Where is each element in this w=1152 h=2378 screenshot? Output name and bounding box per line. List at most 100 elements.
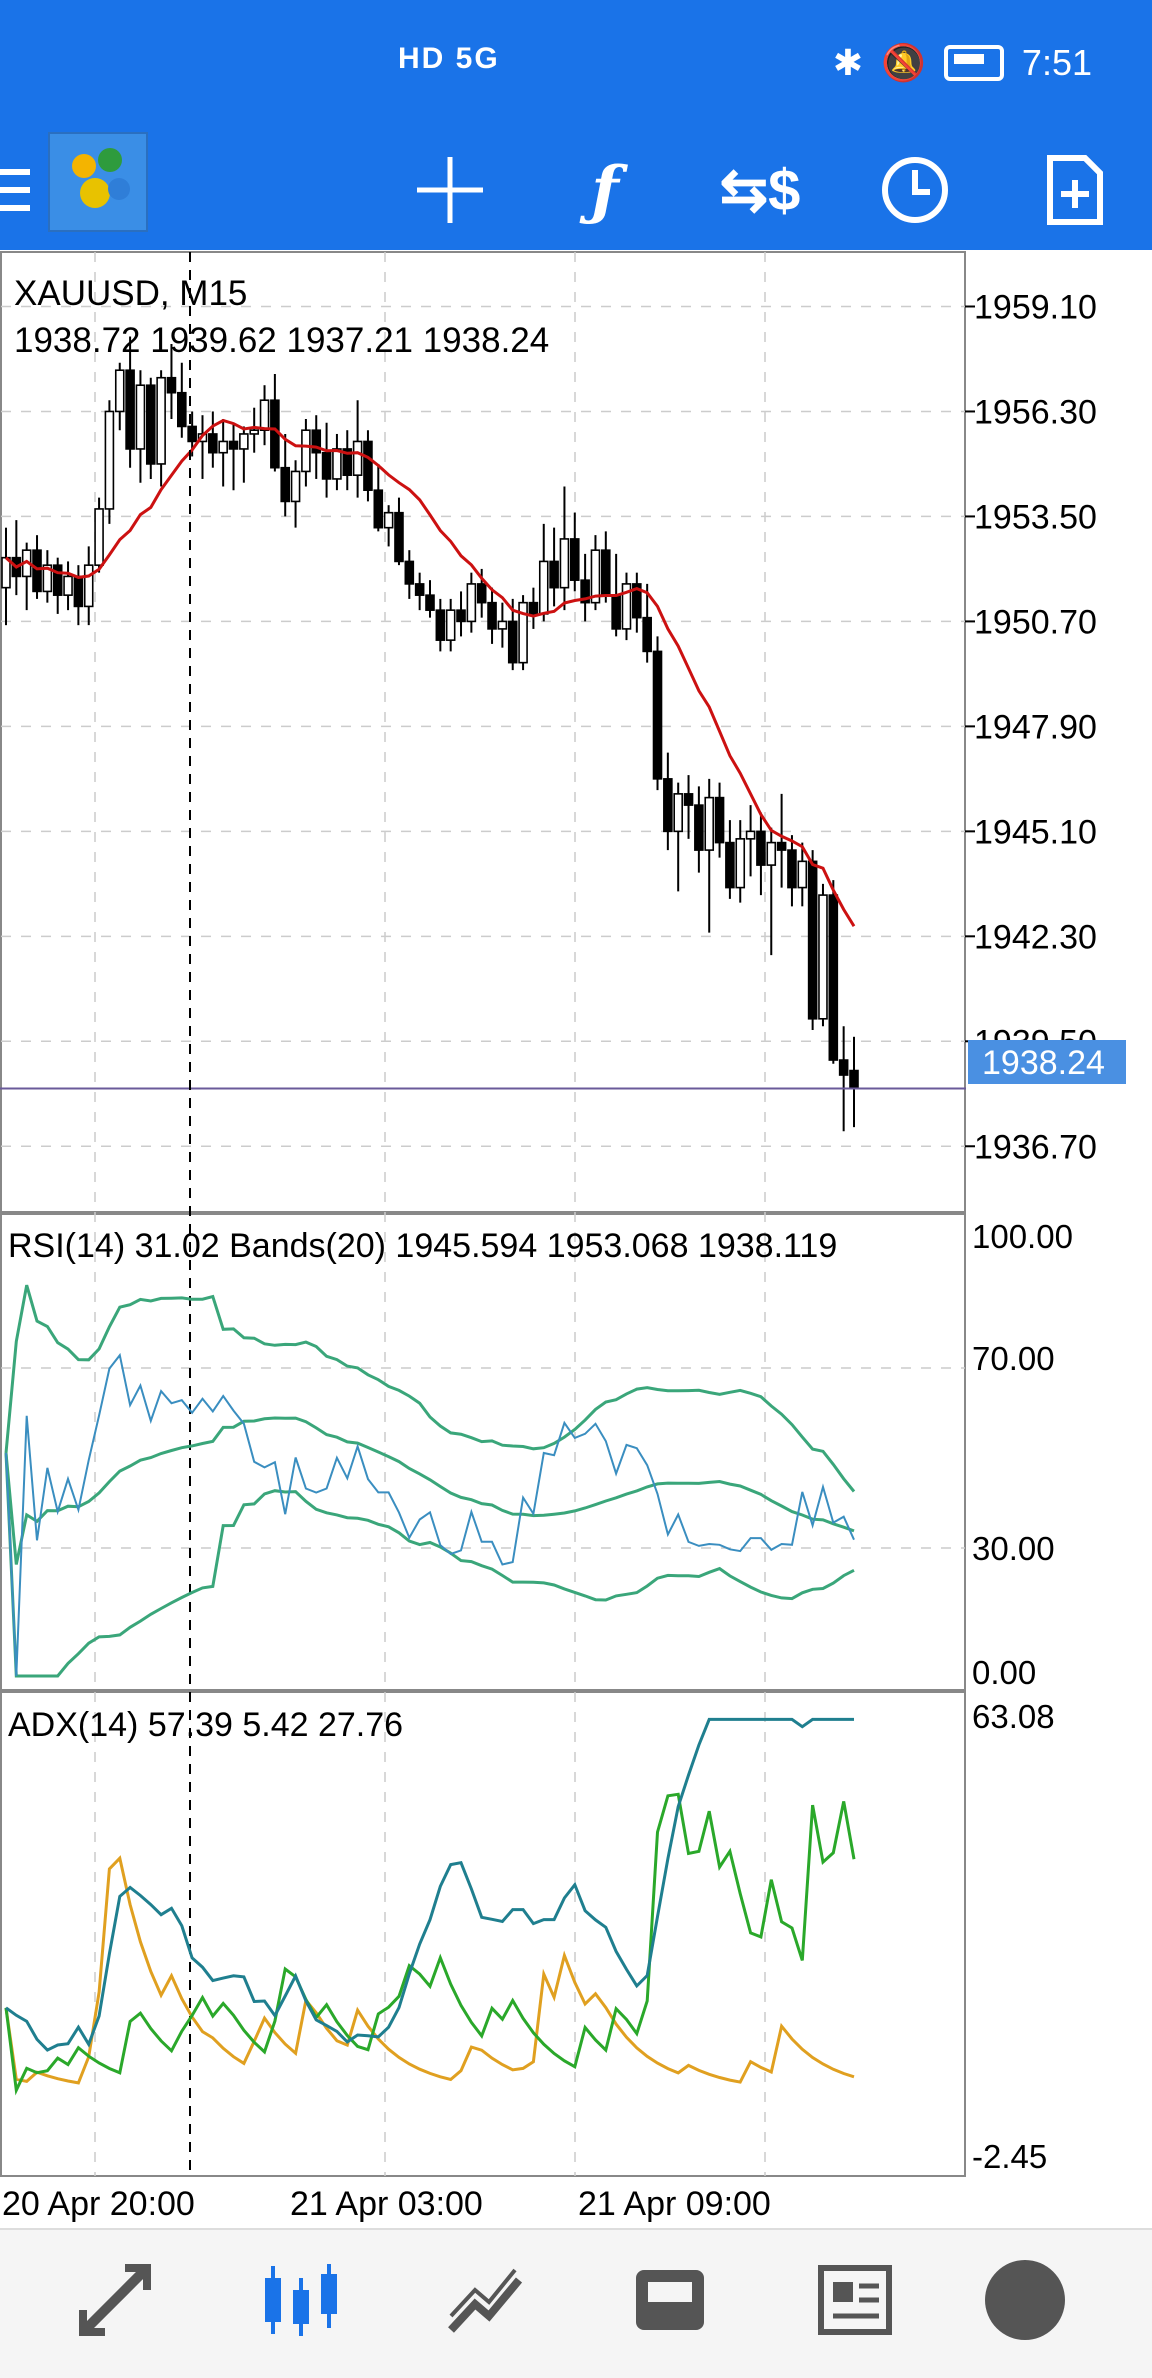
candle-body — [352, 440, 363, 476]
menu-icon[interactable] — [0, 130, 40, 250]
candle-body — [518, 601, 528, 664]
time-label-3: 21 Apr 09:00 — [578, 2185, 771, 2223]
trade-nav-icon[interactable] — [435, 2250, 535, 2350]
battery-icon — [943, 45, 1004, 81]
price-axis-label: 1936.70 — [974, 1128, 1097, 1166]
candle-body — [776, 841, 787, 851]
candles — [1, 336, 859, 1132]
price-axis-label: 1959.10 — [974, 288, 1097, 326]
candle-body — [849, 1069, 859, 1090]
new-order-icon[interactable] — [1025, 130, 1125, 250]
rsi-level-70: 70.00 — [972, 1340, 1055, 1377]
bottom-navigation — [0, 2228, 1152, 2378]
candle-body — [725, 841, 735, 889]
candle-body — [580, 579, 590, 604]
candle-body — [259, 399, 270, 432]
settings-nav-icon[interactable] — [975, 2250, 1075, 2350]
price-panel — [0, 251, 966, 1213]
candle-body — [363, 440, 373, 491]
candle-body — [404, 560, 415, 585]
status-bar: HD 5G ✱ 🔕 7:51 — [0, 0, 1152, 130]
candle-body — [83, 564, 94, 608]
candle-body — [290, 470, 301, 503]
candle-body — [177, 391, 187, 428]
candle-body — [652, 650, 663, 780]
candle-body — [538, 560, 549, 615]
timeframe-icon[interactable] — [865, 130, 965, 250]
candle-body — [694, 804, 704, 851]
top-toolbar: ƒ ⇆$ — [0, 130, 1152, 250]
price-axis-label: 1950.70 — [974, 603, 1097, 641]
crosshair-icon[interactable] — [400, 130, 500, 250]
candle-body — [94, 508, 104, 566]
candle-body — [818, 894, 828, 1020]
candle-body — [828, 894, 839, 1061]
quotes-nav-icon[interactable] — [65, 2250, 165, 2350]
rsi-band-middle — [4, 1416, 855, 1565]
candle-body — [735, 838, 746, 889]
candle-body — [414, 583, 425, 596]
candle-body — [756, 830, 766, 866]
network-indicator: HD 5G — [398, 42, 500, 75]
grid-lines — [1, 252, 965, 2176]
adx-panel — [0, 1691, 966, 2177]
candle-body — [156, 376, 166, 465]
candle-body — [114, 369, 125, 413]
history-nav-icon[interactable] — [620, 2250, 720, 2350]
candle-body — [218, 440, 228, 454]
price-tag — [968, 1040, 1126, 1084]
candle-body — [63, 575, 73, 596]
time-label-1: 20 Apr 20:00 — [2, 2185, 195, 2223]
adx-label: ADX(14) 57.39 5.42 27.76 — [8, 1706, 403, 1744]
price-axis: 1959.10 1956.30 1953.50 1950.70 1947.90 1945.… — [965, 288, 1097, 1166]
candle-body — [642, 616, 652, 653]
rsi-line — [5, 1352, 855, 1677]
candle-body — [187, 425, 197, 443]
candle-body — [559, 538, 570, 589]
candle-body — [456, 609, 466, 623]
chart-area[interactable]: XAUUSD, M15 1938.72 1939.62 1937.21 1938… — [0, 250, 1152, 2230]
app-logo[interactable] — [48, 132, 148, 232]
candle-body — [601, 549, 611, 596]
adx-lines — [4, 1717, 856, 2096]
price-axis-label: 1953.50 — [974, 498, 1097, 536]
candle-body — [208, 433, 218, 454]
candle-body — [32, 549, 42, 593]
candle-body — [301, 429, 311, 473]
candle-body — [714, 796, 725, 844]
candle-body — [145, 384, 156, 465]
candle-body — [590, 549, 601, 604]
candle-body — [42, 564, 53, 593]
moving-average-line — [4, 418, 856, 927]
chart-nav-icon[interactable] — [250, 2250, 350, 2350]
adx-level-min: -2.45 — [972, 2138, 1047, 2175]
candle-body — [394, 511, 404, 563]
adx-plus-di-line — [4, 1855, 855, 2085]
candle-body — [342, 448, 353, 476]
candle-body — [435, 609, 446, 641]
candle-body — [787, 849, 797, 889]
candle-body — [663, 778, 673, 833]
candle-body — [445, 609, 456, 641]
candle-body — [683, 793, 694, 806]
trade-icon[interactable]: ⇆$ — [719, 158, 801, 223]
messages-nav-icon[interactable] — [805, 2250, 905, 2350]
adx-level-max: 63.08 — [972, 1698, 1055, 1735]
candle-body — [704, 796, 715, 851]
price-axis-label: 1945.10 — [974, 813, 1097, 851]
candle-body — [383, 511, 394, 529]
price-chart[interactable]: XAUUSD, M15 1938.72 1939.62 1937.21 1938… — [0, 250, 1152, 2230]
price-axis-label: 1947.90 — [974, 708, 1097, 746]
candle-body — [487, 601, 497, 630]
candle-body — [497, 620, 508, 630]
candle-body — [270, 399, 280, 469]
candle-body — [125, 369, 135, 450]
candle-body — [332, 448, 342, 480]
rsi-level-0: 0.00 — [972, 1654, 1036, 1691]
candle-body — [239, 433, 249, 450]
indicators-icon[interactable]: ƒ — [591, 152, 619, 228]
rsi-lines — [4, 1284, 856, 1678]
candle-body — [52, 564, 63, 596]
candle-body — [632, 583, 642, 619]
ohlc-label: 1938.72 1939.62 1937.21 1938.24 — [14, 321, 549, 360]
